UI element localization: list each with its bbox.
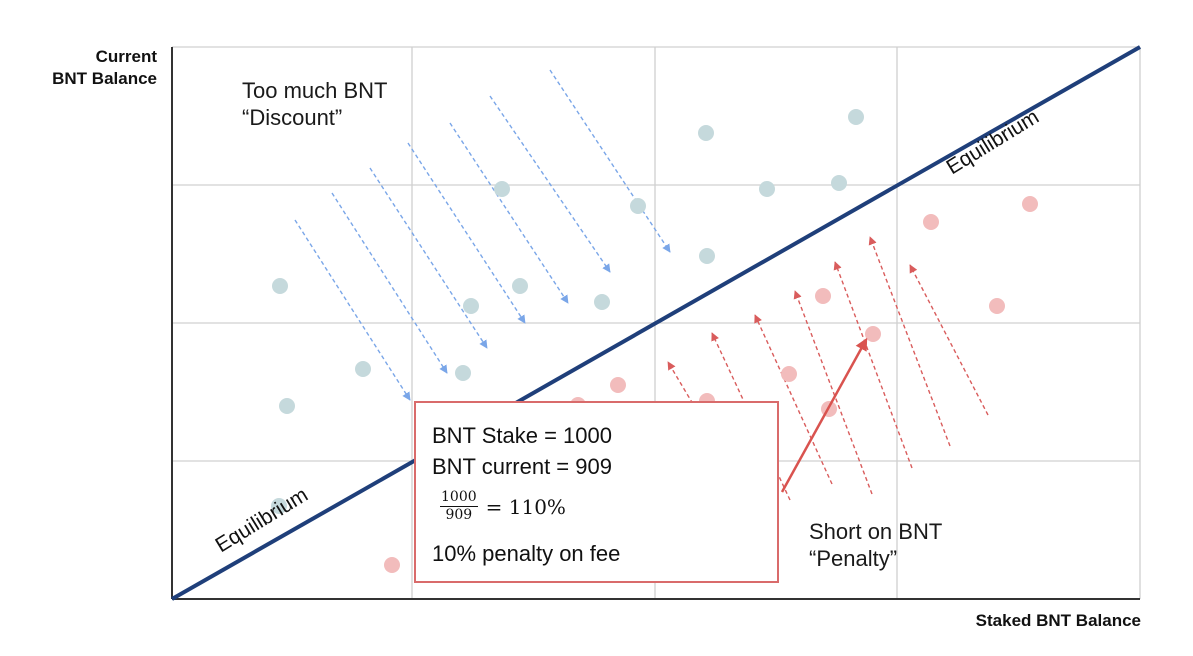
example-callout-box: BNT Stake = 1000 BNT current = 909 1000 …: [414, 401, 779, 583]
penalty-arrow: [909, 264, 989, 416]
penalty-point: [384, 557, 400, 573]
penalty-point: [610, 377, 626, 393]
discount-point: [831, 175, 847, 191]
data-points: [271, 109, 1038, 573]
discount-point: [279, 398, 295, 414]
x-axis-label: Staked BNT Balance: [975, 611, 1141, 630]
penalty-point: [923, 214, 939, 230]
ratio-result: = 110%: [485, 494, 566, 519]
discount-point: [355, 361, 371, 377]
discount-zone-title: Too much BNT: [242, 78, 388, 103]
penalty-arrow: [868, 236, 951, 447]
discount-point: [272, 278, 288, 294]
discount-arrow: [549, 69, 671, 253]
discount-point: [848, 109, 864, 125]
discount-arrow: [407, 142, 526, 324]
discount-point: [698, 125, 714, 141]
y-axis-label-line: BNT Balance: [52, 69, 157, 88]
ratio-numerator: 1000: [440, 489, 478, 507]
discount-zone-label: Too much BNT “Discount”: [242, 77, 388, 131]
discount-point: [455, 365, 471, 381]
discount-zone-subtitle: “Discount”: [242, 105, 343, 130]
penalty-point: [815, 288, 831, 304]
ratio-denominator: 909: [445, 507, 473, 523]
discount-arrow: [489, 95, 611, 273]
discount-point: [630, 198, 646, 214]
callout-pointer-arrow: [780, 337, 868, 493]
discount-point: [494, 181, 510, 197]
penalty-zone-subtitle: “Penalty”: [809, 546, 898, 571]
y-axis-label-line: Current: [95, 47, 157, 66]
discount-point: [759, 181, 775, 197]
callout-current-line: BNT current = 909: [432, 454, 612, 479]
penalty-point: [1022, 196, 1038, 212]
callout-penalty-line: 10% penalty on fee: [432, 541, 621, 566]
penalty-point: [989, 298, 1005, 314]
discount-point: [463, 298, 479, 314]
discount-point: [271, 498, 287, 514]
discount-arrow: [369, 167, 488, 349]
axes: [171, 47, 1140, 600]
discount-point: [512, 278, 528, 294]
discount-arrow: [331, 192, 448, 374]
discount-arrow: [449, 122, 569, 304]
ratio-fraction: 1000 909: [440, 490, 478, 523]
penalty-point: [781, 366, 797, 382]
penalty-point: [865, 326, 881, 342]
equilibrium-line: [171, 45, 1141, 601]
callout-ratio-formula: 1000 909 = 110%: [440, 490, 566, 523]
discount-arrows: [294, 69, 671, 401]
callout-stake-line: BNT Stake = 1000: [432, 423, 612, 448]
penalty-zone-label: Short on BNT “Penalty”: [809, 518, 942, 572]
penalty-arrow: [833, 261, 913, 469]
discount-arrow: [294, 219, 411, 401]
discount-point: [699, 248, 715, 264]
penalty-zone-title: Short on BNT: [809, 519, 943, 544]
discount-point: [594, 294, 610, 310]
y-axis-label: Current BNT Balance: [20, 46, 157, 90]
penalty-arrow: [754, 314, 833, 485]
penalty-arrow: [793, 290, 873, 495]
